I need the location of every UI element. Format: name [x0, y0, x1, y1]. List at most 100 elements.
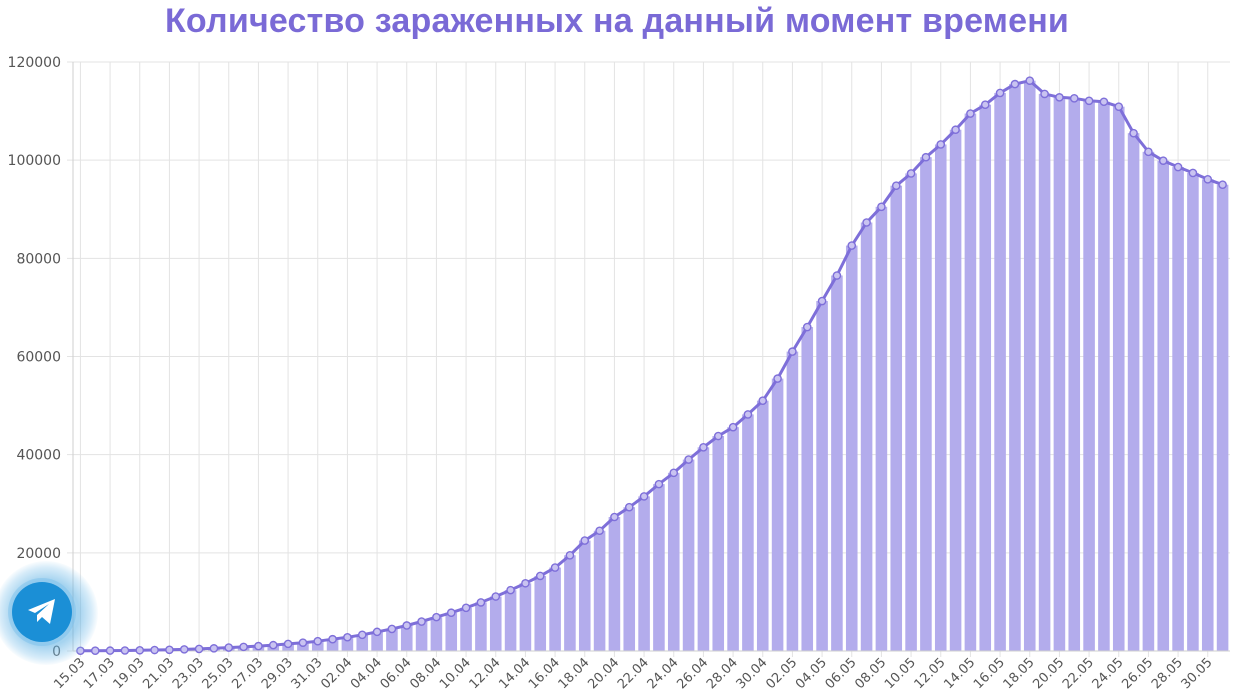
bar — [890, 185, 903, 651]
data-point — [135, 645, 145, 655]
data-point — [728, 422, 738, 432]
bar — [742, 414, 754, 651]
data-point — [1218, 180, 1227, 190]
data-point — [150, 645, 159, 655]
data-point — [980, 100, 990, 110]
bar — [623, 507, 636, 651]
x-tick-label: 31.03 — [289, 655, 326, 692]
bar — [371, 631, 383, 651]
x-tick-label: 20.04 — [585, 655, 622, 692]
data-point — [684, 455, 693, 464]
data-point — [179, 645, 189, 654]
x-tick-label: 02.05 — [763, 655, 800, 692]
axes — [72, 62, 1230, 652]
data-point — [580, 536, 590, 545]
data-point — [936, 140, 946, 149]
bar — [1216, 184, 1229, 652]
bar — [949, 129, 962, 652]
data-point — [713, 431, 723, 441]
bar — [504, 590, 517, 651]
data-point — [194, 644, 204, 654]
bar — [1127, 133, 1140, 651]
bar — [1201, 179, 1214, 651]
data-point — [610, 512, 619, 522]
data-point — [298, 638, 308, 647]
bar — [326, 639, 339, 651]
bar — [386, 628, 398, 651]
x-tick-label: 12.04 — [467, 655, 504, 692]
bar — [341, 637, 354, 651]
x-tick-label: 28.04 — [704, 655, 741, 692]
bar — [682, 459, 695, 651]
x-tick-label: 26.05 — [1119, 655, 1156, 692]
series-line — [80, 79, 1224, 653]
data-point — [535, 571, 545, 581]
x-tick-label: 26.04 — [674, 655, 711, 692]
data-point — [951, 125, 960, 135]
data-point — [699, 443, 708, 452]
bar — [860, 222, 873, 651]
x-tick-label: 16.04 — [526, 655, 563, 692]
bar — [430, 617, 443, 651]
bar — [653, 484, 665, 651]
y-tick-label: 40000 — [16, 448, 61, 464]
data-point — [328, 634, 337, 644]
data-point — [1025, 76, 1035, 85]
bar — [1038, 93, 1051, 651]
bar — [875, 206, 888, 651]
telegram-widget[interactable] — [0, 561, 98, 665]
bar — [964, 113, 977, 652]
data-point — [1173, 162, 1183, 172]
x-tick-label: 04.05 — [793, 655, 830, 692]
bar — [534, 575, 547, 651]
y-tick-label: 60000 — [16, 350, 61, 366]
data-point — [758, 396, 768, 405]
telegram-button[interactable] — [12, 582, 72, 642]
data-point — [832, 271, 842, 280]
data-point — [743, 410, 753, 419]
data-point — [120, 646, 130, 655]
x-tick-label: 18.05 — [1001, 655, 1038, 692]
telegram-paper-plane-icon — [28, 599, 55, 624]
bar — [979, 104, 992, 651]
data-point — [165, 645, 174, 655]
data-point — [639, 492, 649, 501]
bar — [415, 621, 428, 651]
data-point — [802, 322, 812, 332]
bar — [1172, 167, 1184, 651]
bar — [608, 517, 621, 651]
y-axis-ticks: 020000400006000080000100000120000 — [8, 55, 61, 660]
bar — [1009, 84, 1021, 651]
bar — [905, 173, 917, 651]
data-point — [654, 479, 664, 489]
x-tick-label: 25.03 — [200, 655, 237, 692]
data-point — [372, 627, 382, 637]
x-tick-label: 08.04 — [407, 655, 444, 692]
data-point — [283, 639, 293, 649]
data-point — [669, 468, 679, 478]
data-point — [891, 181, 901, 190]
x-tick-label: 30.04 — [734, 655, 771, 692]
bar — [400, 625, 413, 651]
data-point — [862, 218, 871, 227]
chart-title: Количество зараженных на данный момент в… — [164, 2, 1070, 40]
data-point — [595, 526, 604, 536]
data-point — [402, 621, 412, 630]
bar — [816, 301, 828, 651]
line-series — [76, 76, 1227, 656]
bar — [994, 92, 1006, 652]
x-tick-label: 04.04 — [348, 655, 385, 692]
data-point — [521, 578, 530, 588]
x-tick-label: 22.04 — [615, 655, 652, 692]
data-point — [432, 612, 441, 622]
data-point — [995, 88, 1005, 98]
data-point — [417, 617, 426, 626]
bar — [845, 245, 858, 652]
data-point — [1144, 147, 1153, 157]
bar — [1098, 101, 1110, 651]
x-tick-label: 12.05 — [912, 655, 949, 692]
data-point — [1084, 96, 1094, 106]
data-point — [1010, 79, 1020, 89]
data-point — [1055, 93, 1064, 102]
x-tick-label: 19.03 — [111, 655, 148, 692]
